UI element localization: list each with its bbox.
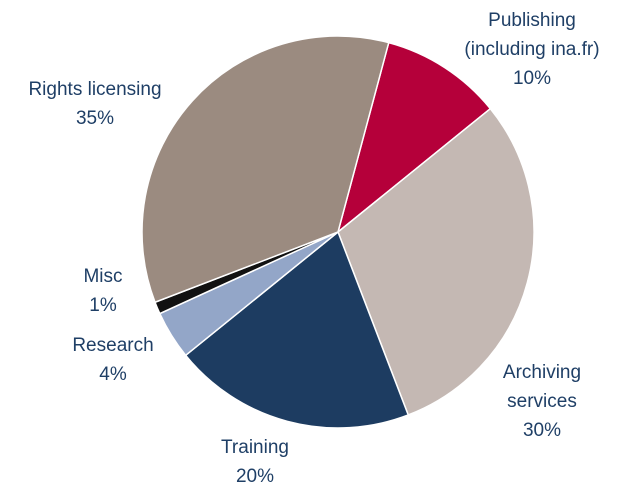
value-label: 10% bbox=[512, 68, 552, 89]
value-label: 35% bbox=[75, 108, 115, 129]
value-label: 20% bbox=[235, 466, 275, 485]
pie-slice bbox=[337, 107, 535, 416]
slice-label: Research 4% bbox=[72, 331, 153, 389]
slice-label: Rights licensing 35% bbox=[28, 75, 161, 133]
value-label: 1% bbox=[89, 295, 117, 316]
category-label: Archiving services bbox=[502, 362, 582, 412]
pie-slice bbox=[184, 230, 410, 429]
slice-label: Archiving services 30% bbox=[492, 358, 592, 445]
value-label: 30% bbox=[522, 420, 562, 441]
slice-label: Misc 1% bbox=[83, 262, 122, 320]
category-label: Research bbox=[72, 335, 154, 356]
category-label: Publishing (including ina.fr) bbox=[464, 10, 600, 60]
category-label: Misc bbox=[83, 266, 123, 287]
category-label: Rights licensing bbox=[28, 79, 162, 100]
value-label: 4% bbox=[99, 364, 127, 385]
category-label: Training bbox=[221, 437, 289, 458]
slice-label: Publishing (including ina.fr) 10% bbox=[450, 6, 615, 93]
slice-label: Training 20% bbox=[221, 433, 289, 485]
pie-slice bbox=[141, 35, 390, 304]
